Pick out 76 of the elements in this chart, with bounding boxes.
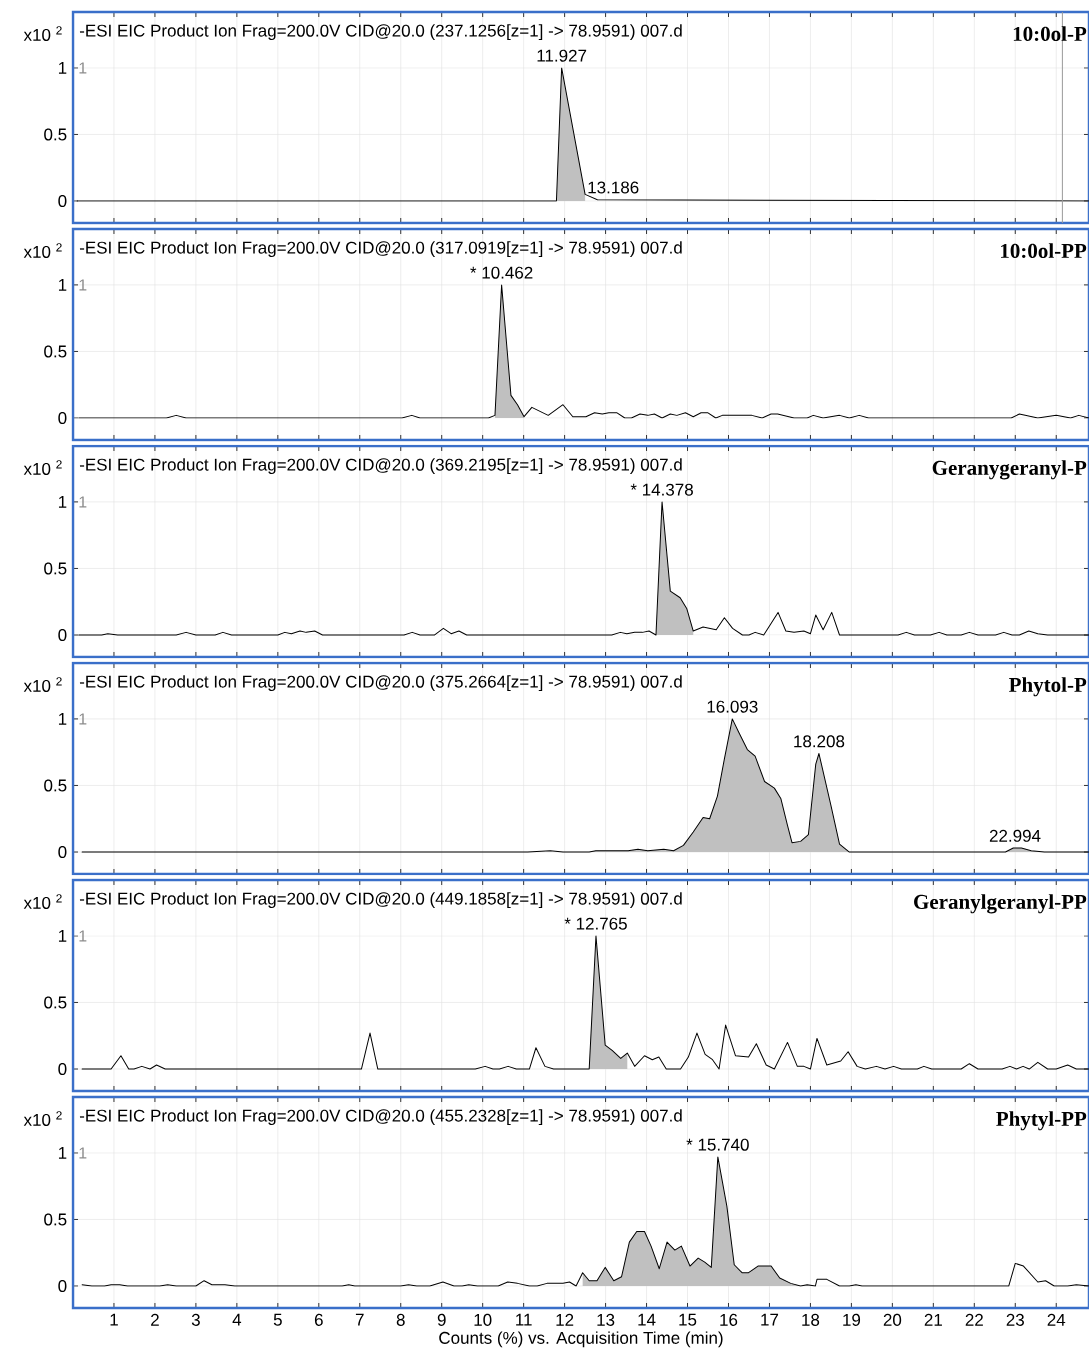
y-axis-title: x10 $^{2}$: [23, 26, 62, 41]
x-tick-label: 10: [474, 1313, 492, 1326]
y-tick-label: 1: [58, 1147, 67, 1159]
x-tick-label: 16: [720, 1313, 738, 1326]
x-tick-label: 8: [396, 1313, 405, 1326]
y-tick-label: 0: [58, 846, 67, 859]
y-tick-label: 0.5: [44, 779, 67, 792]
x-tick-label: 24: [1047, 1313, 1066, 1326]
x-tick-label: 11: [516, 1313, 532, 1326]
y-tick-label: 0.5: [44, 128, 67, 141]
y-tick-label: 1: [58, 62, 67, 74]
text: 10:0ol-P: [1013, 26, 1087, 42]
text: Phytol-P: [1009, 677, 1087, 697]
y-axis-title: x10 $^{2}$: [23, 677, 62, 692]
text: 10:0ol-PP: [1001, 243, 1087, 259]
text: -ESI EIC Product Ion Frag=200.0V CID@20.0 (455.2328[z=1] -> 78.9591) 007.d: [79, 1109, 682, 1126]
y-tick-label: 1: [58, 496, 67, 508]
x-tick-label: 2: [151, 1313, 159, 1326]
y-tick-label: 1: [58, 713, 67, 725]
y-tick-label: 0: [58, 1063, 67, 1076]
annotation: 22.994: [989, 829, 1041, 842]
text: -ESI EIC Product Ion Frag=200.0V CID@20.0 (317.0919[z=1] -> 78.9591) 007.d: [79, 241, 682, 258]
annotation: 11.927: [537, 49, 587, 62]
annotation: 1: [79, 496, 87, 508]
text: Geranygeranyl-P: [932, 460, 1087, 480]
y-axis-title: x10 $^{2}$: [23, 894, 62, 909]
x-tick-label: 1: [110, 1313, 118, 1326]
text: -ESI EIC Product Ion Frag=200.0V CID@20.0 (449.1858[z=1] -> 78.9591) 007.d: [79, 892, 682, 909]
x-axis-title: Counts (%) vs. Acquisition Time (min): [439, 1331, 723, 1348]
annotation: 1: [79, 713, 87, 725]
y-tick-label: 0.5: [44, 996, 67, 1009]
x-tick-label: 12: [556, 1313, 574, 1326]
annotation: * 15.740: [686, 1138, 749, 1151]
annotation: 18.208: [794, 735, 845, 748]
x-tick-label: 4: [232, 1313, 242, 1326]
x-tick-label: 3: [191, 1313, 200, 1326]
text: Phytyl-PP: [996, 1111, 1087, 1131]
x-tick-label: 13: [597, 1313, 615, 1326]
text: -ESI EIC Product Ion Frag=200.0V CID@20.0 (369.2195[z=1] -> 78.9591) 007.d: [79, 458, 682, 475]
y-tick-label: 0.5: [44, 1213, 67, 1226]
text: -ESI EIC Product Ion Frag=200.0V CID@20.0 (237.1256[z=1] -> 78.9591) 007.d: [79, 24, 682, 41]
x-tick-label: 7: [355, 1313, 364, 1326]
x-tick-label: 18: [802, 1313, 820, 1326]
x-tick-label: 6: [314, 1313, 323, 1326]
annotation: 1: [79, 62, 87, 74]
annotation: * 14.378: [630, 483, 693, 496]
y-tick-label: 0.5: [44, 562, 67, 575]
x-tick-label: 17: [761, 1313, 779, 1326]
x-tick-label: 23: [1006, 1313, 1024, 1326]
y-tick-label: 0: [58, 195, 67, 208]
annotation: 1: [79, 930, 87, 942]
y-tick-label: 0: [58, 1280, 67, 1293]
y-axis-title: x10 $^{2}$: [23, 460, 62, 475]
y-tick-label: 1: [58, 930, 67, 942]
y-tick-label: 1: [58, 279, 67, 291]
annotation: 1: [79, 279, 87, 291]
annotation: 13.186: [588, 181, 639, 194]
y-tick-label: 0.5: [44, 345, 67, 358]
annotation: 1: [79, 1147, 87, 1159]
x-tick-label: 22: [965, 1313, 983, 1326]
annotation: 16.093: [707, 700, 758, 713]
x-tick-label: 21: [924, 1313, 942, 1326]
x-tick-label: 9: [437, 1313, 446, 1326]
y-tick-label: 0: [58, 412, 67, 425]
x-tick-label: 20: [883, 1313, 902, 1326]
x-tick-label: 15: [679, 1313, 697, 1326]
y-axis-title: x10 $^{2}$: [23, 1111, 62, 1126]
annotation: * 12.765: [564, 917, 627, 930]
x-tick-label: 5: [273, 1313, 282, 1326]
text: -ESI EIC Product Ion Frag=200.0V CID@20.0 (375.2664[z=1] -> 78.9591) 007.d: [79, 675, 682, 692]
x-tick-label: 19: [843, 1313, 861, 1326]
x-tick-label: 14: [638, 1313, 656, 1326]
annotation: * 10.462: [470, 266, 533, 279]
y-tick-label: 0: [58, 629, 67, 642]
y-axis-title: x10 $^{2}$: [23, 243, 62, 258]
text: Geranylgeranyl-PP: [914, 894, 1087, 914]
